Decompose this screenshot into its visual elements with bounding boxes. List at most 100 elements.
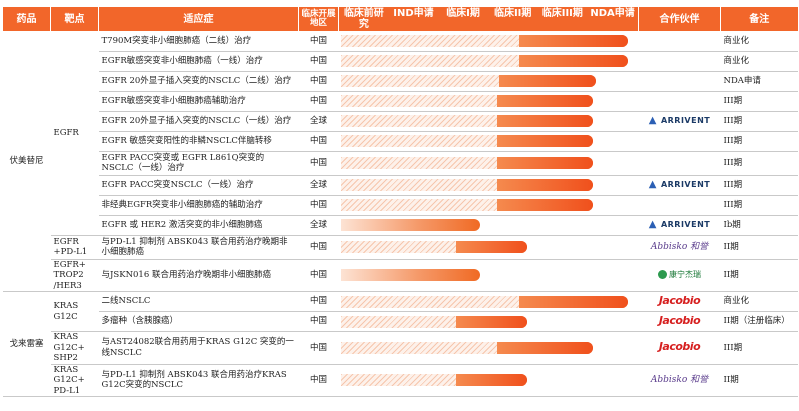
stage-cell bbox=[338, 51, 639, 72]
header-row: 药品 靶点 适应症 临床开展地区 临床前研究 IND申请 临床I期 临床II期 … bbox=[2, 7, 798, 31]
progress-bar bbox=[340, 95, 593, 107]
region: 全球 bbox=[298, 175, 339, 196]
progress-bar bbox=[340, 135, 593, 147]
arrivent-logo: ▲ ARRIVENT bbox=[649, 115, 711, 126]
note: III期 bbox=[720, 331, 798, 365]
region: 中国 bbox=[298, 235, 339, 260]
stage-cell bbox=[338, 291, 639, 312]
partner bbox=[638, 51, 721, 72]
table-row: KRAS G12C+ SHP2 与AST24082联合用药用于KRAS G12C … bbox=[3, 331, 798, 365]
progress-hatch bbox=[340, 34, 519, 47]
note: III期 bbox=[720, 151, 798, 176]
note: II期 bbox=[720, 364, 798, 397]
partner: ▲ ARRIVENT bbox=[638, 111, 721, 132]
partner: Abbisko 和誉 bbox=[638, 364, 721, 397]
progress-hatch bbox=[340, 199, 497, 211]
progress-hatch bbox=[340, 374, 456, 387]
kangning-logo-text: 康宁杰瑞 bbox=[669, 270, 701, 279]
progress-bar bbox=[340, 34, 628, 47]
stage-cell bbox=[338, 131, 639, 152]
progress-solid bbox=[518, 34, 628, 47]
arrivent-mark-icon: ▲ bbox=[648, 178, 661, 190]
partner: Jacobio bbox=[638, 291, 721, 312]
progress-solid bbox=[496, 199, 593, 211]
partner: ▲ ARRIVENT bbox=[638, 175, 721, 196]
stage-cell bbox=[338, 311, 639, 332]
target-name: EGFR+ TROP2 /HER3 bbox=[50, 259, 99, 292]
progress-solid bbox=[455, 374, 527, 387]
stage-phase1: 临床I期 bbox=[446, 8, 480, 19]
progress-bar bbox=[340, 219, 480, 231]
region: 中国 bbox=[298, 311, 339, 332]
arrivent-logo-text: ARRIVENT bbox=[660, 115, 711, 125]
stage-cell bbox=[338, 31, 639, 52]
arrivent-logo-text: ARRIVENT bbox=[660, 219, 711, 229]
table-row: EGFR敏感突变非小细胞肺癌辅助治疗 中国 III期 bbox=[3, 91, 798, 112]
indication: 二线NSCLC bbox=[98, 291, 299, 312]
partner: 康宁杰瑞 bbox=[638, 259, 721, 292]
indication: 多瘤种（含胰腺癌） bbox=[98, 311, 299, 332]
indication: EGFR PACC突变NSCLC（一线）治疗 bbox=[98, 175, 299, 196]
progress-hatch bbox=[340, 115, 497, 127]
indication: EGFR PACC突变或 EGFR L861Q突变的NSCLC（一线）治疗 bbox=[98, 151, 299, 176]
progress-bar bbox=[340, 341, 593, 354]
region: 中国 bbox=[298, 151, 339, 176]
table-row: 伏美替尼 EGFR T790M突变非小细胞肺癌（二线）治疗 中国 商业化 bbox=[2, 31, 798, 292]
indication: 非经典EGFR突变非小细胞肺癌的辅助治疗 bbox=[98, 195, 299, 216]
table-row: 非经典EGFR突变非小细胞肺癌的辅助治疗 中国 III期 bbox=[3, 195, 798, 216]
target-name: KRAS G12C+ PD-L1 bbox=[50, 364, 99, 397]
stage-cell bbox=[338, 91, 639, 112]
indication: 与JSKN016 联合用药治疗晚期非小细胞肺癌 bbox=[98, 259, 299, 292]
progress-bar bbox=[340, 179, 593, 191]
region: 中国 bbox=[298, 51, 339, 72]
table-row: KRAS G12C+ PD-L1 与PD-L1 抑制剂 ABSK043 联合用药治… bbox=[3, 364, 798, 397]
progress-solid bbox=[496, 135, 593, 147]
region: 中国 bbox=[298, 195, 339, 216]
drug-name: 戈来雷塞 bbox=[2, 291, 51, 397]
progress-solid bbox=[518, 295, 628, 308]
progress-hatch bbox=[340, 135, 497, 147]
note: III期 bbox=[720, 91, 798, 112]
header-indication: 适应症 bbox=[98, 7, 299, 31]
arrivent-logo: ▲ ARRIVENT bbox=[648, 218, 711, 230]
progress-hatch bbox=[340, 179, 497, 191]
header-target: 靶点 bbox=[50, 7, 99, 31]
region: 中国 bbox=[298, 331, 339, 365]
arrivent-logo: ▲ ARRIVENT bbox=[648, 178, 710, 190]
allist_abbisko-logo: Abbisko 和誉 bbox=[650, 375, 709, 385]
note: III期 bbox=[720, 195, 798, 216]
progress-bar bbox=[340, 315, 527, 328]
progress-bar bbox=[340, 75, 596, 87]
stage-cell bbox=[338, 175, 639, 196]
region: 全球 bbox=[298, 111, 339, 132]
region: 全球 bbox=[298, 215, 339, 236]
progress-solid bbox=[498, 75, 596, 87]
partner bbox=[638, 131, 721, 152]
region: 中国 bbox=[298, 31, 339, 52]
stage-cell bbox=[338, 331, 639, 365]
indication: EGFR敏感突变非小细胞肺癌辅助治疗 bbox=[98, 91, 299, 112]
stage-cell bbox=[338, 111, 639, 132]
note: III期 bbox=[720, 175, 798, 196]
indication: EGFR 20外显子插入突变的NSCLC（二线）治疗 bbox=[98, 71, 299, 92]
indication: EGFR 敏感突变阳性的非鳞NSCLC伴脑转移 bbox=[98, 131, 299, 152]
progress-hatch bbox=[340, 315, 456, 328]
progress-hatch bbox=[340, 75, 499, 87]
note: II期 bbox=[720, 259, 798, 292]
progress-solid bbox=[518, 55, 628, 67]
region: 中国 bbox=[298, 71, 339, 92]
region: 中国 bbox=[298, 291, 339, 312]
progress-hatch bbox=[340, 95, 497, 107]
region: 中国 bbox=[298, 364, 339, 397]
progress-solid bbox=[455, 241, 527, 253]
jacobio-logo: Jacobio bbox=[658, 313, 701, 327]
stage-cell bbox=[338, 195, 639, 216]
arrivent-mark-icon: ▲ bbox=[648, 218, 661, 230]
stage-cell bbox=[338, 151, 639, 176]
indication: EGFR 20外显子插入突变的NSCLC（一线）治疗 bbox=[98, 111, 299, 132]
note: II期 bbox=[720, 235, 798, 260]
table-row: 多瘤种（含胰腺癌） 中国 Jacobio II期（注册临床） bbox=[3, 311, 798, 332]
header-region: 临床开展地区 bbox=[298, 7, 339, 31]
indication: 与PD-L1 抑制剂 ABSK043 联合用药治疗KRAS G12C突变的NSC… bbox=[98, 364, 299, 397]
kangning-logo: 康宁杰瑞 bbox=[658, 270, 701, 279]
